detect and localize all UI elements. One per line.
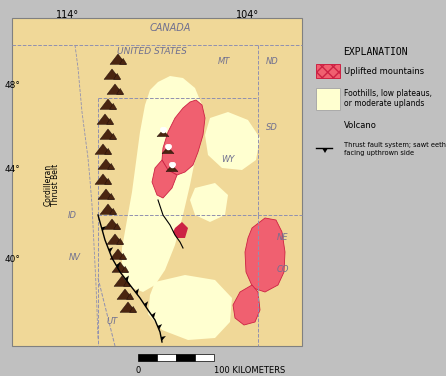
Polygon shape [122, 267, 129, 272]
Polygon shape [127, 293, 134, 299]
Polygon shape [104, 69, 120, 79]
Polygon shape [120, 302, 136, 312]
Polygon shape [120, 58, 127, 64]
Polygon shape [152, 312, 156, 318]
Polygon shape [152, 160, 177, 198]
Text: UNITED STATES: UNITED STATES [117, 47, 187, 56]
Text: 100 KILOMETERS: 100 KILOMETERS [214, 366, 285, 375]
Polygon shape [105, 149, 112, 155]
Polygon shape [233, 285, 260, 325]
Bar [138, 354, 157, 361]
Bar [157, 354, 176, 361]
Polygon shape [116, 262, 120, 268]
Text: 40°: 40° [5, 256, 21, 264]
Bar [12, 18, 302, 346]
Text: ND: ND [266, 58, 278, 67]
Bar [195, 354, 214, 361]
Text: 114°: 114° [57, 10, 79, 20]
Polygon shape [122, 76, 202, 292]
Polygon shape [112, 262, 128, 272]
Polygon shape [148, 275, 232, 340]
Polygon shape [116, 238, 124, 244]
Polygon shape [110, 54, 126, 64]
Polygon shape [107, 193, 115, 199]
Polygon shape [104, 219, 120, 229]
Polygon shape [102, 226, 106, 231]
Polygon shape [190, 183, 228, 222]
Polygon shape [166, 165, 178, 171]
Text: Thrust Belt: Thrust Belt [51, 164, 61, 206]
Bar [316, 88, 340, 110]
Text: Thrust fault system; sawt eeth: Thrust fault system; sawt eeth [344, 142, 446, 148]
Polygon shape [162, 100, 205, 175]
Polygon shape [117, 289, 133, 299]
Polygon shape [100, 204, 116, 214]
Text: 48°: 48° [5, 80, 21, 89]
Polygon shape [107, 164, 115, 170]
Text: or moderate uplands: or moderate uplands [344, 99, 425, 108]
Polygon shape [162, 147, 174, 154]
Polygon shape [116, 88, 124, 94]
Text: SD: SD [266, 123, 278, 132]
Polygon shape [107, 118, 114, 124]
Text: facing upthrown side: facing upthrown side [344, 150, 414, 156]
Polygon shape [110, 208, 117, 214]
Text: ID: ID [67, 211, 77, 220]
Text: UT: UT [107, 317, 118, 326]
Text: MT: MT [218, 58, 230, 67]
Polygon shape [110, 103, 117, 109]
Polygon shape [322, 148, 328, 153]
Text: EXPLANATION: EXPLANATION [343, 47, 407, 57]
Polygon shape [130, 306, 137, 312]
Polygon shape [98, 189, 114, 199]
Polygon shape [320, 123, 332, 130]
Polygon shape [161, 336, 166, 341]
Polygon shape [100, 129, 116, 139]
Text: 0: 0 [136, 366, 140, 375]
Polygon shape [120, 253, 127, 259]
Polygon shape [157, 130, 169, 136]
Text: Foothills, low plateaus,: Foothills, low plateaus, [344, 89, 432, 99]
Text: Volcano: Volcano [344, 121, 377, 130]
Bar [176, 354, 195, 361]
Polygon shape [100, 99, 116, 109]
Polygon shape [97, 114, 113, 124]
Polygon shape [173, 222, 188, 238]
Polygon shape [107, 84, 123, 94]
Polygon shape [95, 174, 111, 184]
Polygon shape [98, 159, 114, 170]
Text: 104°: 104° [236, 10, 260, 20]
Polygon shape [107, 234, 123, 244]
Polygon shape [135, 288, 139, 295]
Polygon shape [205, 112, 260, 170]
Polygon shape [108, 247, 113, 253]
Polygon shape [245, 218, 285, 292]
Polygon shape [95, 144, 111, 155]
Polygon shape [110, 249, 126, 259]
Text: NE: NE [277, 233, 289, 243]
Text: WY: WY [221, 156, 235, 165]
Polygon shape [157, 324, 162, 330]
Text: CANADA: CANADA [149, 23, 191, 33]
Text: Uplifted mountains: Uplifted mountains [344, 67, 424, 76]
Bar [316, 64, 340, 78]
Polygon shape [105, 178, 112, 184]
Text: CO: CO [277, 265, 289, 274]
Polygon shape [114, 73, 121, 79]
Bar [308, 38, 442, 328]
Polygon shape [110, 133, 117, 139]
Polygon shape [124, 280, 131, 287]
Text: NV: NV [69, 253, 81, 262]
Polygon shape [125, 276, 129, 282]
Polygon shape [114, 276, 130, 287]
Polygon shape [144, 301, 148, 307]
Polygon shape [114, 223, 121, 229]
Text: Cordilleran: Cordilleran [44, 164, 53, 206]
Text: 44°: 44° [5, 165, 21, 174]
